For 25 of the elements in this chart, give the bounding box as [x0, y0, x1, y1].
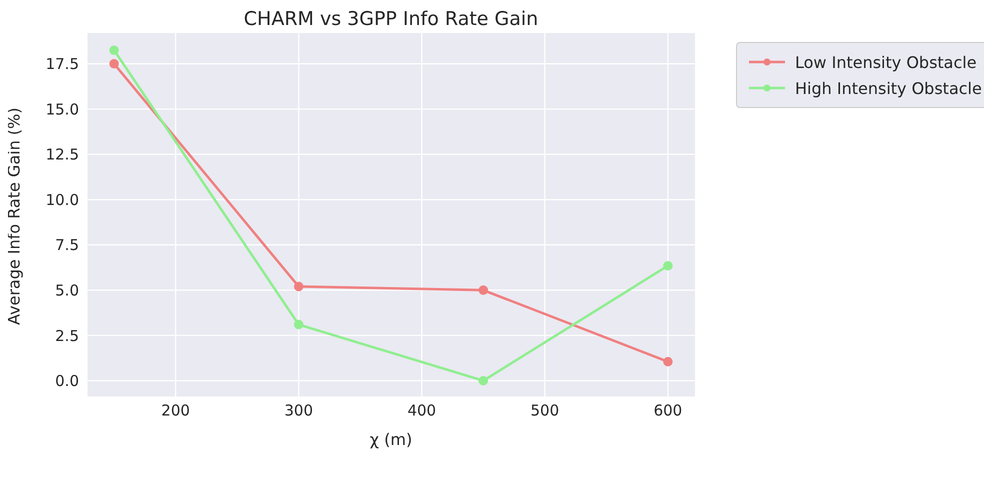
point [294, 282, 304, 292]
y-tick-label: 0.0 [55, 372, 79, 390]
point [478, 376, 488, 386]
y-tick-label: 10.0 [46, 190, 79, 209]
y-tick-label: 17.5 [46, 55, 79, 74]
point [109, 45, 119, 55]
legend-label: High Intensity Obstacle [795, 78, 982, 98]
y-tick-label: 5.0 [55, 281, 79, 300]
legend-label: Low Intensity Obstacle [795, 52, 977, 72]
x-tick-label: 500 [530, 402, 560, 420]
x-tick-label: 200 [161, 402, 190, 420]
x-tick-label: 400 [407, 402, 436, 420]
point [109, 59, 119, 69]
y-tick-label: 2.5 [55, 326, 79, 345]
point [478, 285, 488, 295]
point [663, 260, 673, 270]
y-tick-label: 12.5 [46, 146, 79, 164]
x-tick-label: 600 [654, 402, 682, 420]
x-axis-title: χ (m) [370, 430, 412, 449]
chart-title: CHARM vs 3GPP Info Rate Gain [242, 8, 540, 30]
y-tick-label: 15.0 [46, 100, 79, 118]
y-tick-label: 7.5 [55, 236, 79, 254]
x-tick-label: 300 [284, 402, 314, 420]
point [294, 320, 304, 330]
point [663, 356, 673, 366]
